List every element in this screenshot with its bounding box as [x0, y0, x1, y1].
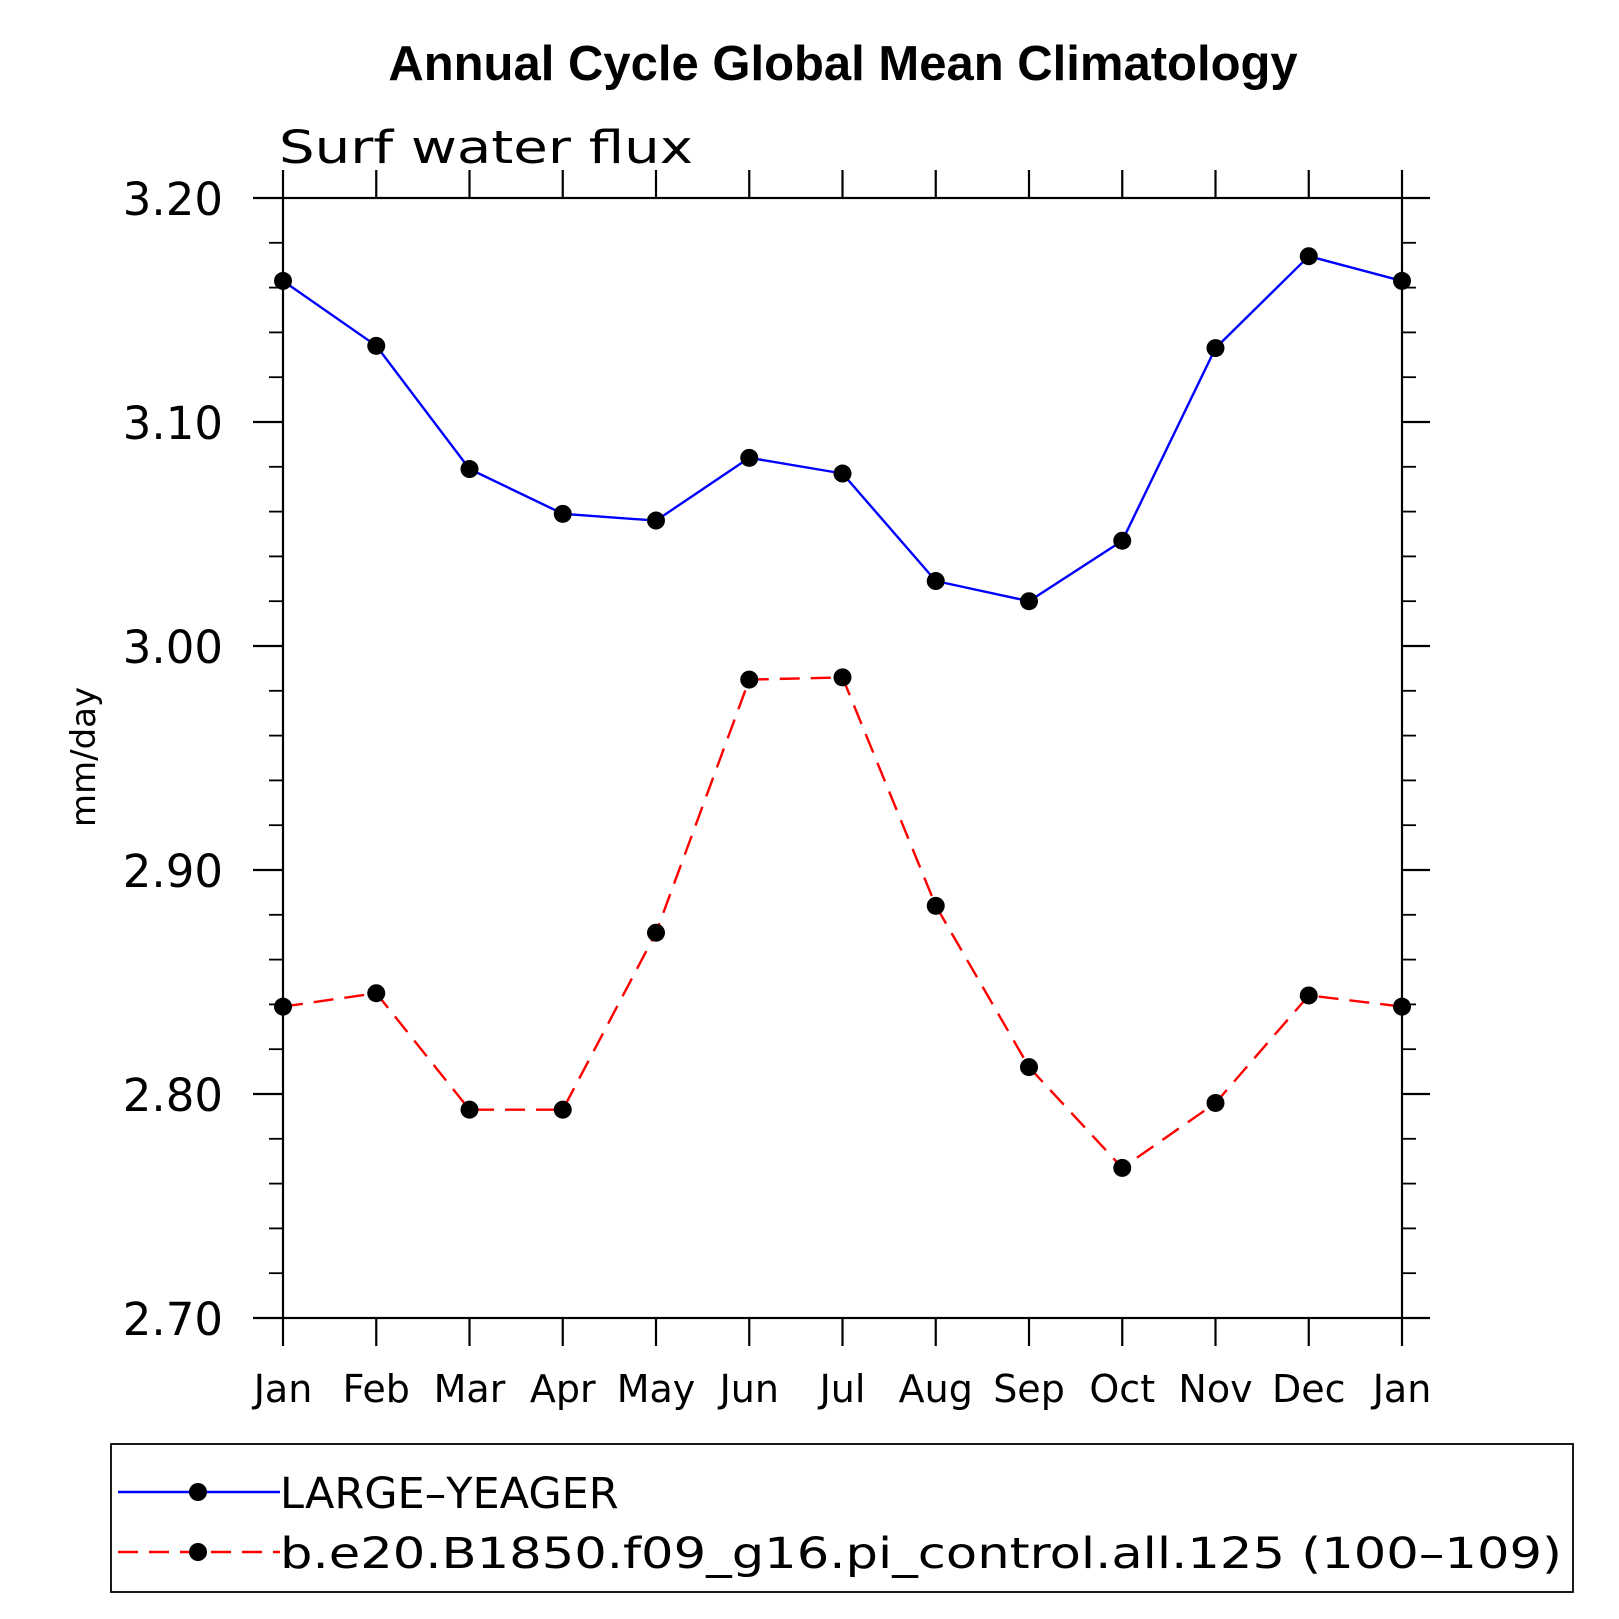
data-point: [740, 670, 759, 689]
data-point: [1206, 339, 1225, 358]
data-point: [1393, 997, 1411, 1016]
data-point: [833, 668, 852, 687]
legend: LARGE–YEAGER b.e20.B1850.f09_g16.pi_contr…: [110, 1443, 1574, 1593]
data-point: [1299, 986, 1318, 1005]
data-point: [460, 1100, 479, 1119]
legend-marker: [189, 1483, 207, 1501]
data-point: [274, 997, 292, 1016]
legend-marker: [189, 1543, 207, 1561]
legend-label: b.e20.B1850.f09_g16.pi_control.all.125 (…: [280, 1529, 1562, 1579]
data-point: [926, 896, 945, 915]
x-tick-label: Nov: [1178, 1367, 1252, 1411]
data-point: [460, 460, 479, 479]
chart-title: Annual Cycle Global Mean Climatology: [388, 37, 1297, 91]
x-tick-label: Feb: [343, 1367, 410, 1411]
legend-label: LARGE–YEAGER: [280, 1469, 619, 1519]
y-tick-label: 3.10: [123, 397, 223, 450]
x-tick-label: Oct: [1089, 1367, 1155, 1411]
data-point: [367, 336, 386, 355]
data-point: [647, 511, 665, 530]
plot-series: [274, 247, 1411, 1177]
x-tick-label: Jun: [718, 1367, 779, 1411]
data-point: [1020, 1058, 1038, 1077]
data-point: [274, 271, 292, 290]
series-1: [274, 247, 1411, 611]
x-tick-label: Jul: [818, 1367, 866, 1411]
data-point: [833, 464, 852, 483]
data-point: [367, 984, 386, 1003]
y-tick-label: 2.70: [123, 1293, 223, 1346]
series-2: [274, 668, 1411, 1177]
data-point: [1113, 1158, 1132, 1177]
x-tick-label: Sep: [993, 1367, 1065, 1411]
data-point: [647, 923, 665, 942]
x-tick-label: Apr: [530, 1367, 596, 1411]
data-point: [1113, 531, 1132, 550]
x-tick-label: Jan: [252, 1367, 313, 1411]
data-point: [553, 504, 572, 523]
x-tick-label: Jan: [1371, 1367, 1432, 1411]
y-tick-label: 2.80: [123, 1069, 223, 1122]
data-point: [740, 448, 759, 467]
legend-entries: LARGE–YEAGER b.e20.B1850.f09_g16.pi_contr…: [118, 1469, 1562, 1579]
legend-box: [110, 1443, 1574, 1593]
x-tick-label: Mar: [434, 1367, 506, 1411]
y-tick-label: 3.00: [123, 621, 223, 674]
y-axis-label: mm/day: [64, 687, 104, 827]
chart-subtitle: Surf water flux: [279, 121, 693, 174]
x-tick-label: Aug: [899, 1367, 973, 1411]
x-tick-label: Dec: [1272, 1367, 1346, 1411]
data-point: [926, 572, 945, 591]
y-tick-label: 2.90: [123, 845, 223, 898]
data-point: [1020, 592, 1038, 611]
data-point: [1299, 247, 1318, 266]
axes: 2.70 2.80 2.90 3.00 3.10 3.20 Jan Feb Mar Apr May J…: [123, 170, 1431, 1411]
data-point: [1206, 1093, 1225, 1112]
x-tick-label: May: [617, 1367, 696, 1411]
y-tick-label: 3.20: [123, 173, 223, 226]
data-point: [1393, 271, 1411, 290]
data-point: [553, 1100, 572, 1119]
